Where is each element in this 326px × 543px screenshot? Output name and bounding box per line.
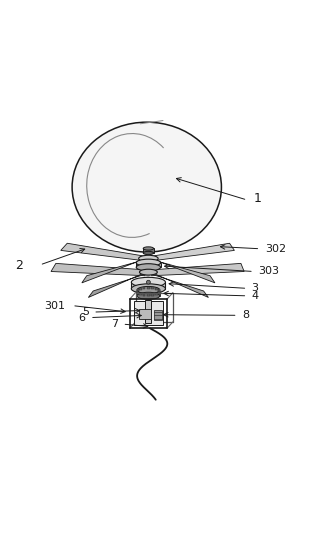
Polygon shape — [137, 292, 139, 294]
Text: 5: 5 — [82, 307, 89, 317]
Polygon shape — [147, 257, 215, 283]
Polygon shape — [137, 289, 139, 291]
Text: 303: 303 — [258, 267, 279, 276]
Ellipse shape — [139, 255, 158, 262]
Polygon shape — [136, 291, 138, 293]
Polygon shape — [158, 291, 161, 293]
Ellipse shape — [137, 286, 160, 294]
Polygon shape — [131, 282, 165, 289]
Text: 7: 7 — [111, 319, 118, 329]
Polygon shape — [152, 287, 154, 289]
Polygon shape — [155, 293, 158, 295]
Ellipse shape — [131, 284, 165, 294]
Text: 302: 302 — [265, 244, 286, 254]
Polygon shape — [154, 311, 162, 320]
Ellipse shape — [140, 269, 157, 275]
Polygon shape — [82, 257, 150, 283]
Polygon shape — [51, 263, 145, 276]
Ellipse shape — [143, 251, 154, 255]
Polygon shape — [136, 263, 161, 267]
Polygon shape — [152, 243, 234, 261]
Text: 2: 2 — [15, 258, 23, 272]
Polygon shape — [145, 300, 151, 324]
Polygon shape — [152, 263, 244, 276]
Polygon shape — [155, 288, 158, 290]
Polygon shape — [139, 293, 142, 295]
Text: 301: 301 — [45, 301, 66, 311]
Ellipse shape — [137, 292, 160, 299]
Ellipse shape — [136, 259, 161, 266]
Polygon shape — [143, 287, 145, 289]
Circle shape — [146, 280, 150, 284]
Polygon shape — [157, 289, 160, 291]
Polygon shape — [152, 294, 154, 296]
Ellipse shape — [131, 277, 165, 287]
Text: 3: 3 — [251, 283, 258, 293]
Text: 6: 6 — [79, 313, 86, 323]
Text: 1: 1 — [254, 192, 262, 205]
Ellipse shape — [143, 247, 154, 250]
Text: 8: 8 — [243, 310, 250, 320]
Polygon shape — [139, 309, 151, 319]
Polygon shape — [143, 294, 145, 296]
Polygon shape — [147, 270, 208, 298]
Text: 4: 4 — [251, 291, 259, 301]
Polygon shape — [147, 287, 150, 289]
Ellipse shape — [72, 122, 221, 252]
Polygon shape — [139, 288, 142, 290]
Polygon shape — [61, 243, 145, 261]
Polygon shape — [137, 290, 160, 296]
Polygon shape — [157, 292, 160, 294]
Ellipse shape — [136, 264, 161, 271]
Polygon shape — [147, 294, 150, 296]
Polygon shape — [88, 270, 150, 298]
Polygon shape — [134, 301, 163, 325]
Polygon shape — [143, 249, 154, 253]
